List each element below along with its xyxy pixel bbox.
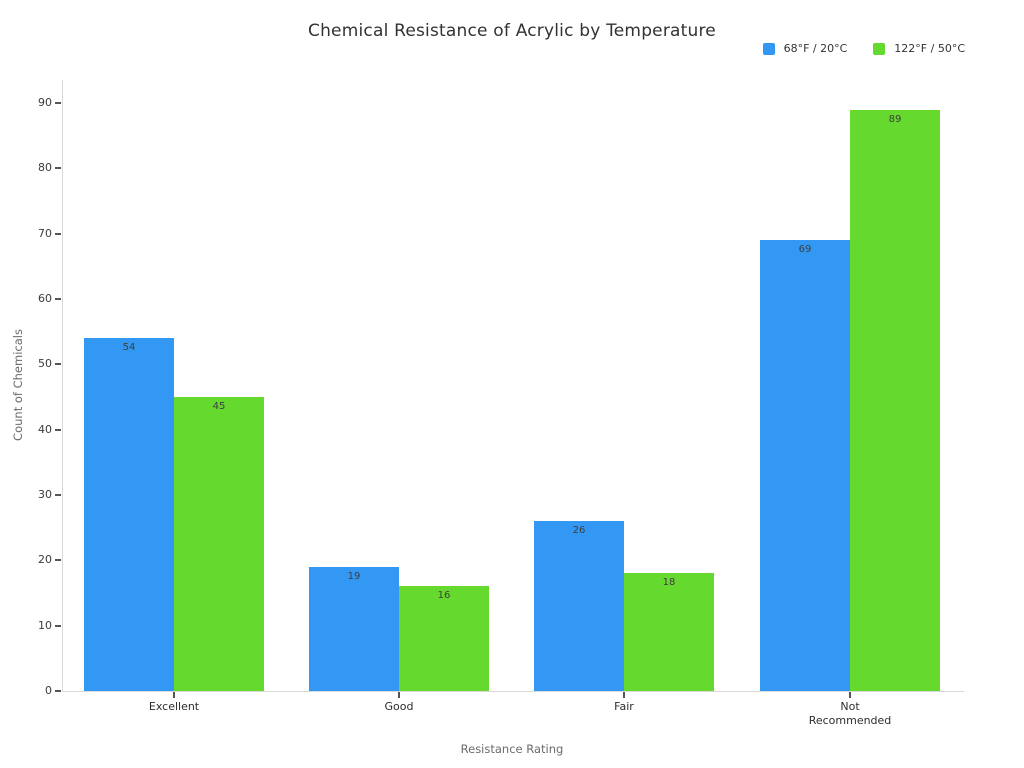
bar-blue: [84, 338, 174, 691]
bar-value-label: 45: [212, 401, 226, 412]
bar-blue: [534, 521, 624, 691]
bar-green: [624, 573, 714, 691]
y-tick-label: 40: [38, 422, 52, 436]
x-tick-mark: [398, 692, 400, 698]
y-tick-mark: [55, 232, 61, 235]
legend-item-temp-high: 122°F / 50°C: [873, 42, 965, 55]
x-tick-mark: [173, 692, 175, 698]
y-tick-label: 0: [45, 684, 52, 697]
bar-value-label: 89: [888, 113, 902, 125]
chart-title: Chemical Resistance of Acrylic by Temper…: [308, 21, 716, 41]
x-tick-mark: [849, 692, 851, 698]
legend-swatch-blue-icon: [762, 42, 775, 55]
bar-value-label: 69: [798, 244, 812, 256]
y-axis-title: Count of Chemicals: [11, 329, 25, 441]
x-category-label: Excellent: [148, 700, 200, 713]
bar-value-label: 26: [572, 525, 586, 537]
legend: 68°F / 20°C 122°F / 50°C: [762, 42, 965, 55]
y-tick-mark: [55, 363, 61, 366]
bar-value-label: 16: [437, 590, 451, 602]
bar-value-label: 18: [662, 577, 676, 589]
y-tick-mark: [55, 298, 61, 300]
x-category-label: Not Recommended: [808, 700, 892, 727]
x-axis-line: [62, 691, 964, 692]
x-category-label: Fair: [614, 700, 634, 713]
bar-blue: [760, 240, 850, 691]
y-tick-mark: [55, 494, 61, 496]
bar-blue: [309, 566, 399, 691]
bar-value-label: 19: [347, 570, 361, 582]
y-tick-label: 10: [38, 618, 52, 632]
y-tick-mark: [55, 428, 61, 431]
x-axis-title: Resistance Rating: [460, 742, 564, 756]
bar-green: [399, 586, 489, 691]
legend-label-temp-high: 122°F / 50°C: [894, 42, 965, 55]
y-tick-label: 50: [38, 357, 52, 371]
legend-swatch-green-icon: [873, 42, 886, 55]
y-tick-label: 20: [38, 553, 52, 567]
legend-label-temp-low: 68°F / 20°C: [783, 42, 848, 55]
bar-green: [174, 397, 264, 691]
bar-green: [850, 109, 940, 691]
y-axis-line: [62, 80, 63, 691]
y-tick-mark: [55, 102, 61, 104]
y-tick-mark: [55, 559, 61, 562]
y-tick-label: 60: [38, 292, 52, 305]
y-tick-label: 80: [38, 161, 52, 175]
x-tick-mark: [623, 692, 625, 698]
bar-value-label: 54: [122, 342, 136, 354]
y-tick-label: 30: [38, 488, 52, 501]
y-tick-mark: [55, 690, 61, 692]
y-tick-mark: [55, 167, 61, 170]
y-tick-label: 70: [38, 226, 52, 240]
y-tick-mark: [55, 624, 61, 627]
legend-item-temp-low: 68°F / 20°C: [762, 42, 848, 55]
y-tick-label: 90: [38, 96, 52, 109]
x-category-label: Good: [384, 700, 414, 713]
